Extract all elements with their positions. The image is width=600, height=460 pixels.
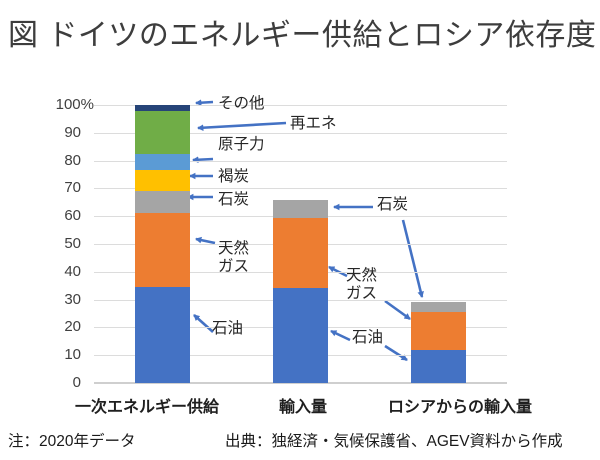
arrow-oil-1 [193, 314, 214, 333]
category-label: ロシアからの輸入量 [387, 399, 533, 416]
chart-title: 図 ドイツのエネルギー供給とロシア依存度 [8, 19, 597, 52]
y-tick-label: 0 [72, 374, 81, 391]
annotation-coal-1: 石炭 [218, 191, 250, 208]
arrow-gas-2-down [384, 299, 411, 321]
arrow-renewables [197, 121, 287, 131]
annotation-oil-2: 石油 [352, 329, 384, 346]
x-axis-line [94, 382, 507, 384]
annotation-oil-1: 石油 [212, 320, 244, 337]
y-tick-label: 100% [55, 96, 94, 113]
bar-segment-石油 [273, 288, 328, 383]
y-tick-label: 40 [64, 262, 81, 280]
bar-segment-天然ガス [135, 213, 191, 288]
bar-segment-石油 [135, 287, 191, 383]
gridline [94, 132, 507, 134]
gridline [94, 160, 507, 162]
bar-segment-再エネ [135, 110, 191, 154]
y-tick-label: 60 [64, 207, 81, 225]
annotation-gas-2: 天然 ガス [346, 267, 378, 302]
bar-segment-石炭 [410, 302, 466, 313]
arrow-gas-1 [195, 236, 216, 245]
y-tick-label: 30 [64, 290, 81, 308]
annotation-nuclear: 原子力 [218, 136, 265, 153]
y-tick-label: 10 [64, 346, 81, 364]
gridline [94, 188, 507, 190]
y-tick-label: 80 [64, 151, 81, 169]
bar-segment-石炭 [273, 199, 328, 218]
bar-segment-褐炭 [135, 170, 191, 192]
annotation-other: その他 [218, 95, 265, 112]
arrow-oil-2-up [330, 329, 351, 342]
arrow-oil-2-down [384, 344, 408, 362]
annotation-gas-1: 天然 ガス [218, 240, 250, 275]
source-credit: 出典：独経済・気候保護省、AGEV資料から作成 [225, 433, 563, 450]
bar-segment-石油 [410, 349, 466, 383]
category-label: 一次エネルギー供給 [74, 399, 220, 416]
annotation-coal-2: 石炭 [377, 196, 409, 213]
bar-segment-原子力 [135, 153, 191, 171]
category-label: 輸入量 [278, 399, 328, 416]
bar-segment-天然ガス [273, 217, 328, 289]
y-tick-label: 20 [64, 318, 81, 336]
bar-segment-その他 [135, 105, 191, 111]
arrow-other [195, 99, 214, 106]
y-tick-label: 90 [64, 123, 81, 141]
y-tick-label: 50 [64, 235, 81, 252]
arrow-coal-2-down [401, 219, 424, 298]
annotation-renewables: 再エネ [290, 115, 337, 132]
gridline [94, 105, 507, 106]
y-tick-label: 70 [64, 179, 81, 197]
bar-segment-石炭 [135, 191, 191, 214]
bar-segment-天然ガス [410, 312, 466, 350]
footnote: 注：2020年データ [8, 433, 136, 450]
annotation-lignite: 褐炭 [218, 168, 250, 185]
